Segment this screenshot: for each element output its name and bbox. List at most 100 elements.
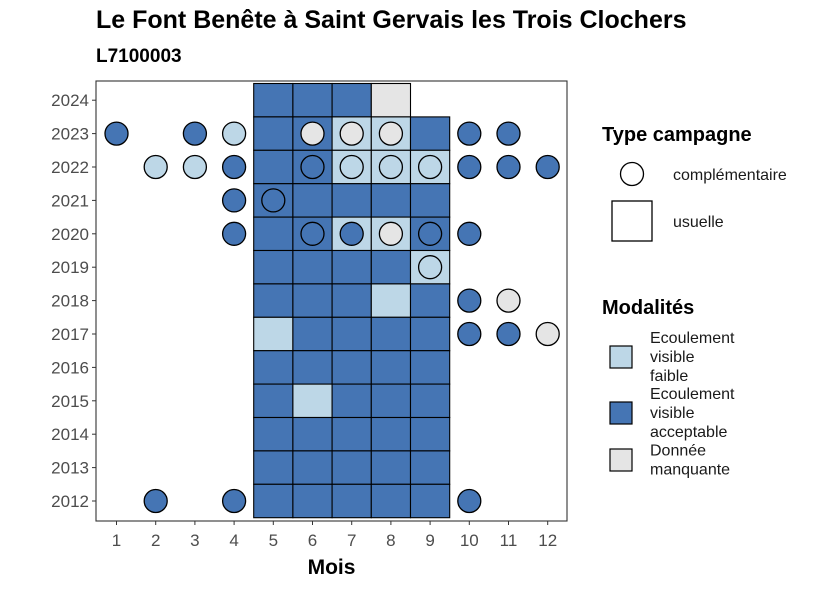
point-2022-8 <box>378 154 404 180</box>
legend-modalites-title: Modalités <box>602 297 694 319</box>
y-tick-label: 2018 <box>51 292 89 311</box>
point-2020-9 <box>417 221 443 246</box>
tile-2013-6 <box>292 450 333 485</box>
x-tick-label: 1 <box>112 531 121 550</box>
legend-label-manquante: Donnée manquante <box>650 443 730 479</box>
point-2017-11 <box>496 321 521 347</box>
tile-2018-9 <box>409 283 451 318</box>
tile-2013-9 <box>409 450 451 485</box>
tile-2016-9 <box>409 350 451 385</box>
tile-2013-7 <box>331 450 372 485</box>
x-tick-label: 9 <box>425 531 434 550</box>
point-2021-5 <box>261 188 286 213</box>
point-2020-4 <box>221 221 247 246</box>
point-2020-8 <box>378 221 404 246</box>
tile-2017-5 <box>253 316 294 352</box>
x-tick-label: 10 <box>460 531 479 550</box>
y-tick-label: 2023 <box>51 125 89 144</box>
point-2022-6 <box>300 154 325 180</box>
tiles-layer <box>253 82 451 519</box>
tile-2015-7 <box>331 383 372 419</box>
point-2012-4 <box>221 488 247 514</box>
point-2022-12 <box>535 154 560 180</box>
legend-swatch-manquante <box>609 448 633 472</box>
legend-swatch-acceptable <box>609 401 633 425</box>
legend-swatch-faible <box>609 345 633 369</box>
y-tick-label: 2021 <box>51 191 89 210</box>
tile-2013-5 <box>253 450 294 485</box>
y-tick-label: 2012 <box>51 492 89 511</box>
tile-2020-5 <box>253 216 294 252</box>
axes-layer: 2012 2013 2014 2015 2016 2017 2018 2019 2020 2021… <box>51 80 568 579</box>
point-2019-9 <box>417 255 443 280</box>
tile-2018-5 <box>253 283 294 318</box>
legend-type-title: Type campagne <box>602 124 752 146</box>
legend-layer: Type campagne complémentaire usuelle Modali… <box>602 124 787 479</box>
tile-2012-8 <box>370 483 412 519</box>
tile-2017-9 <box>409 316 451 352</box>
legend-circle-swatch <box>619 161 645 187</box>
tile-2018-8 <box>370 283 412 318</box>
legend-label-faible: Ecoulement visible faible <box>650 330 735 385</box>
point-2022-10 <box>457 154 482 180</box>
tile-2016-8 <box>370 350 412 385</box>
point-2023-1 <box>104 121 129 146</box>
x-tick-label: 7 <box>347 531 356 550</box>
tile-2023-5 <box>253 116 294 151</box>
point-2020-10 <box>457 221 482 246</box>
legend-square-swatch <box>611 200 653 242</box>
point-2017-10 <box>457 321 482 347</box>
tile-2015-9 <box>409 383 451 419</box>
point-2012-10 <box>457 488 482 514</box>
legend-type-label: usuelle <box>673 214 724 231</box>
point-2017-12 <box>535 321 560 347</box>
point-2023-10 <box>457 121 482 146</box>
x-tick-label: 6 <box>308 531 317 550</box>
point-2022-7 <box>339 154 364 180</box>
tile-2024-8 <box>370 82 412 118</box>
tile-2021-6 <box>292 183 333 218</box>
tile-2016-7 <box>331 350 372 385</box>
tile-2017-8 <box>370 316 412 352</box>
point-2022-4 <box>221 154 247 180</box>
point-2022-3 <box>182 154 208 180</box>
point-2020-7 <box>339 221 364 246</box>
point-2018-11 <box>496 288 521 313</box>
point-2020-6 <box>300 221 325 246</box>
tile-2017-7 <box>331 316 372 352</box>
points-layer <box>104 121 560 514</box>
point-2023-8 <box>378 121 404 146</box>
x-tick-label: 2 <box>151 531 160 550</box>
tile-2024-5 <box>253 82 294 118</box>
y-tick-label: 2024 <box>51 91 89 110</box>
legend-label-acceptable: Ecoulement visible acceptable <box>650 386 735 441</box>
tile-2016-6 <box>292 350 333 385</box>
tile-2019-8 <box>370 249 412 285</box>
point-2022-9 <box>417 154 443 180</box>
tile-2017-6 <box>292 316 333 352</box>
y-tick-label: 2017 <box>51 325 89 344</box>
tile-2014-8 <box>370 416 412 452</box>
chart-subtitle: L7100003 <box>96 46 182 67</box>
point-2023-11 <box>496 121 521 146</box>
tile-2012-9 <box>409 483 451 519</box>
x-axis-label: Mois <box>308 556 356 579</box>
y-tick-label: 2015 <box>51 392 89 411</box>
tile-2023-9 <box>409 116 451 151</box>
tile-2012-7 <box>331 483 372 519</box>
x-tick-label: 12 <box>538 531 557 550</box>
tile-2016-5 <box>253 350 294 385</box>
y-tick-label: 2020 <box>51 225 89 244</box>
y-tick-label: 2013 <box>51 459 89 478</box>
tile-2014-5 <box>253 416 294 452</box>
point-2018-10 <box>457 288 482 313</box>
chart-title: Le Font Benête à Saint Gervais les Trois… <box>96 6 687 34</box>
tile-2014-7 <box>331 416 372 452</box>
tile-2018-6 <box>292 283 333 318</box>
tile-2013-8 <box>370 450 412 485</box>
tile-2024-7 <box>331 82 372 118</box>
legend-type-label: complémentaire <box>673 167 787 184</box>
tile-2022-5 <box>253 149 294 185</box>
x-tick-label: 3 <box>190 531 199 550</box>
